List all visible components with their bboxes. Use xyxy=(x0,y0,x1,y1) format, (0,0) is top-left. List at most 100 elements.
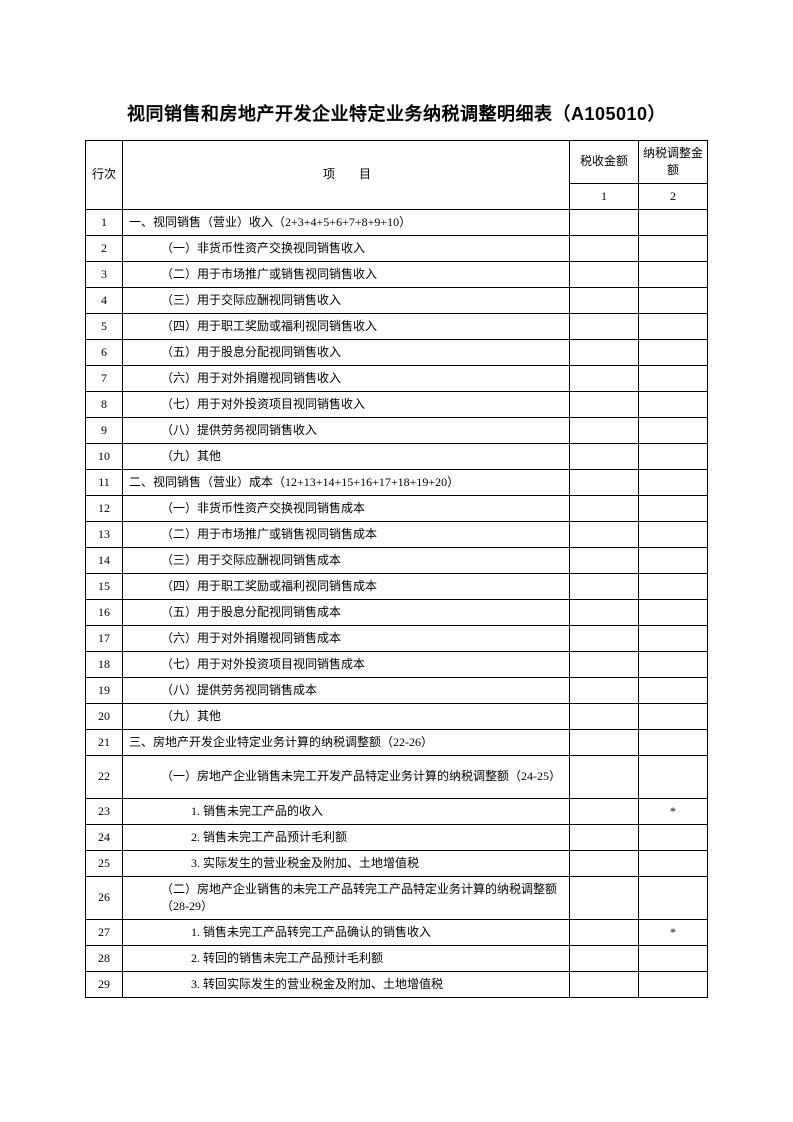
row-description: 1. 销售未完工产品转完工产品确认的销售收入 xyxy=(123,919,570,945)
row-adjust-amount xyxy=(639,313,708,339)
row-adjust-amount xyxy=(639,599,708,625)
row-tax-amount xyxy=(570,798,639,824)
row-adjust-amount xyxy=(639,755,708,798)
row-tax-amount xyxy=(570,755,639,798)
row-number: 26 xyxy=(86,876,123,919)
table-row: 6（五）用于股息分配视同销售收入 xyxy=(86,339,708,365)
row-description: （四）用于职工奖励或福利视同销售成本 xyxy=(123,573,570,599)
row-tax-amount xyxy=(570,365,639,391)
table-row: 10（九）其他 xyxy=(86,443,708,469)
row-tax-amount xyxy=(570,417,639,443)
row-adjust-amount xyxy=(639,573,708,599)
row-tax-amount xyxy=(570,573,639,599)
row-tax-amount xyxy=(570,339,639,365)
row-description: （九）其他 xyxy=(123,703,570,729)
table-row: 13（二）用于市场推广或销售视同销售成本 xyxy=(86,521,708,547)
row-number: 23 xyxy=(86,798,123,824)
table-row: 21三、房地产开发企业特定业务计算的纳税调整额（22-26） xyxy=(86,729,708,755)
row-tax-amount xyxy=(570,824,639,850)
table-row: 242. 销售未完工产品预计毛利额 xyxy=(86,824,708,850)
row-adjust-amount xyxy=(639,677,708,703)
row-tax-amount xyxy=(570,391,639,417)
row-number: 3 xyxy=(86,261,123,287)
row-description: 三、房地产开发企业特定业务计算的纳税调整额（22-26） xyxy=(123,729,570,755)
row-tax-amount xyxy=(570,729,639,755)
table-row: 4（三）用于交际应酬视同销售收入 xyxy=(86,287,708,313)
row-number: 18 xyxy=(86,651,123,677)
row-description: （一）非货币性资产交换视同销售收入 xyxy=(123,235,570,261)
page-title: 视同销售和房地产开发企业特定业务纳税调整明细表（A105010） xyxy=(85,100,708,126)
row-adjust-amount xyxy=(639,703,708,729)
row-number: 19 xyxy=(86,677,123,703)
table-row: 282. 转回的销售未完工产品预计毛利额 xyxy=(86,945,708,971)
row-tax-amount xyxy=(570,495,639,521)
row-number: 2 xyxy=(86,235,123,261)
row-adjust-amount xyxy=(639,876,708,919)
row-adjust-amount xyxy=(639,495,708,521)
table-row: 11二、视同销售（营业）成本（12+13+14+15+16+17+18+19+2… xyxy=(86,469,708,495)
row-number: 1 xyxy=(86,209,123,235)
table-row: 253. 实际发生的营业税金及附加、土地增值税 xyxy=(86,850,708,876)
row-description: 一、视同销售（营业）收入（2+3+4+5+6+7+8+9+10） xyxy=(123,209,570,235)
hdr-tax-amount: 税收金额 xyxy=(570,141,639,184)
row-number: 4 xyxy=(86,287,123,313)
row-description: （六）用于对外捐赠视同销售收入 xyxy=(123,365,570,391)
table-row: 14（三）用于交际应酬视同销售成本 xyxy=(86,547,708,573)
row-tax-amount xyxy=(570,209,639,235)
table-row: 19（八）提供劳务视同销售成本 xyxy=(86,677,708,703)
row-description: （三）用于交际应酬视同销售成本 xyxy=(123,547,570,573)
row-description: （五）用于股息分配视同销售成本 xyxy=(123,599,570,625)
row-number: 28 xyxy=(86,945,123,971)
hdr-adjust-amount: 纳税调整金额 xyxy=(639,141,708,184)
table-row: 17（六）用于对外捐赠视同销售成本 xyxy=(86,625,708,651)
row-tax-amount xyxy=(570,547,639,573)
row-description: （八）提供劳务视同销售成本 xyxy=(123,677,570,703)
row-description: 2. 转回的销售未完工产品预计毛利额 xyxy=(123,945,570,971)
row-number: 12 xyxy=(86,495,123,521)
hdr-col2: 2 xyxy=(639,183,708,209)
row-adjust-amount xyxy=(639,651,708,677)
row-tax-amount xyxy=(570,521,639,547)
row-number: 10 xyxy=(86,443,123,469)
row-description: （二）用于市场推广或销售视同销售收入 xyxy=(123,261,570,287)
row-description: （四）用于职工奖励或福利视同销售收入 xyxy=(123,313,570,339)
row-adjust-amount xyxy=(639,235,708,261)
row-adjust-amount xyxy=(639,209,708,235)
hdr-rownum: 行次 xyxy=(86,141,123,210)
row-description: 3. 实际发生的营业税金及附加、土地增值税 xyxy=(123,850,570,876)
row-adjust-amount xyxy=(639,261,708,287)
row-adjust-amount xyxy=(639,850,708,876)
row-description: （九）其他 xyxy=(123,443,570,469)
row-adjust-amount xyxy=(639,365,708,391)
row-tax-amount xyxy=(570,703,639,729)
row-description: （三）用于交际应酬视同销售收入 xyxy=(123,287,570,313)
row-adjust-amount xyxy=(639,971,708,997)
row-tax-amount xyxy=(570,919,639,945)
row-adjust-amount xyxy=(639,417,708,443)
row-number: 13 xyxy=(86,521,123,547)
row-number: 21 xyxy=(86,729,123,755)
row-tax-amount xyxy=(570,287,639,313)
table-row: 12（一）非货币性资产交换视同销售成本 xyxy=(86,495,708,521)
table-row: 3（二）用于市场推广或销售视同销售收入 xyxy=(86,261,708,287)
row-number: 7 xyxy=(86,365,123,391)
hdr-item: 项 目 xyxy=(123,141,570,210)
table-row: 2（一）非货币性资产交换视同销售收入 xyxy=(86,235,708,261)
row-tax-amount xyxy=(570,971,639,997)
row-number: 5 xyxy=(86,313,123,339)
row-tax-amount xyxy=(570,235,639,261)
row-description: （二）房地产企业销售的未完工产品转完工产品特定业务计算的纳税调整额（28-29） xyxy=(123,876,570,919)
table-row: 231. 销售未完工产品的收入* xyxy=(86,798,708,824)
row-adjust-amount xyxy=(639,729,708,755)
hdr-col1: 1 xyxy=(570,183,639,209)
row-adjust-amount xyxy=(639,391,708,417)
row-adjust-amount xyxy=(639,521,708,547)
row-description: 二、视同销售（营业）成本（12+13+14+15+16+17+18+19+20） xyxy=(123,469,570,495)
table-row: 9（八）提供劳务视同销售收入 xyxy=(86,417,708,443)
row-description: （二）用于市场推广或销售视同销售成本 xyxy=(123,521,570,547)
row-adjust-amount xyxy=(639,287,708,313)
row-adjust-amount xyxy=(639,443,708,469)
table-row: 16（五）用于股息分配视同销售成本 xyxy=(86,599,708,625)
tax-table: 行次 项 目 税收金额 纳税调整金额 1 2 1一、视同销售（营业）收入（2+3… xyxy=(85,140,708,998)
row-tax-amount xyxy=(570,625,639,651)
